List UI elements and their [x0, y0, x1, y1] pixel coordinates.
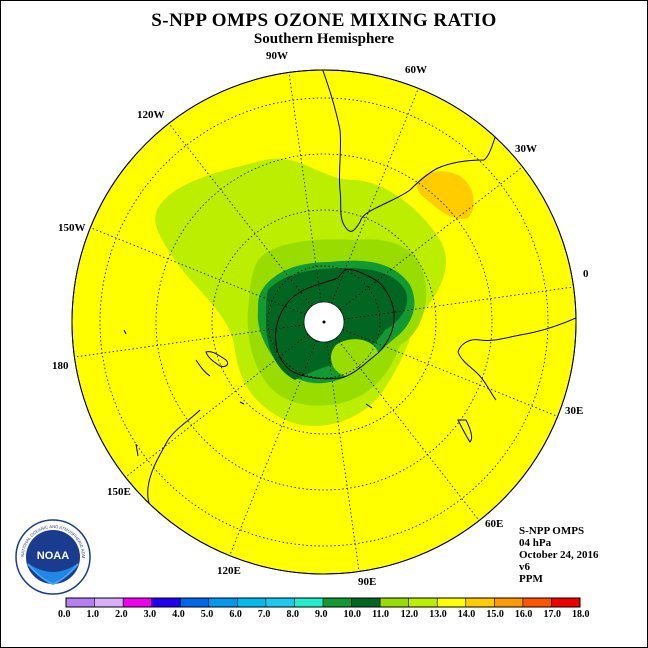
info-version: v6 [519, 561, 530, 573]
noaa-logo-text: NOAA [37, 550, 69, 562]
colorbar-swatch [180, 598, 209, 607]
lon-label-60E: 60E [485, 518, 504, 530]
lon-label-30W: 30W [515, 143, 537, 155]
meridian-line [326, 341, 360, 572]
lon-label-90E: 90E [358, 576, 377, 588]
info-level: 04 hPa [519, 537, 552, 549]
colorbar-tick-label: 10.0 [343, 609, 362, 620]
lon-label-120E: 120E [217, 565, 241, 577]
colorbar-tick-label: 9.0 [315, 609, 328, 620]
colorbar-swatch [437, 598, 466, 607]
colorbar-swatch [465, 598, 495, 607]
colorbar-swatch [151, 598, 181, 607]
meridian-line [342, 329, 558, 417]
meridian-line [90, 227, 306, 315]
colorbar-swatch [380, 598, 409, 607]
colorbar-tick-label: 1.0 [86, 609, 100, 620]
info-date: October 24, 2016 [519, 549, 599, 561]
latitude-circles [99, 97, 549, 547]
colorbar-swatch [551, 598, 580, 607]
noaa-logo: NOAA NATIONAL OCEANIC AND ATMOSPHERIC AD… [14, 518, 91, 595]
coastline-africa [457, 317, 576, 401]
colorbar-tick-label: 5.0 [200, 609, 214, 620]
lon-label-90W: 90W [266, 50, 288, 62]
lon-label-0: 0 [583, 268, 589, 280]
colorbar-tick-label: 17.0 [543, 609, 561, 620]
lon-label-150W: 150W [58, 222, 86, 234]
colorbar-swatch [123, 598, 152, 607]
meridian-line [343, 286, 574, 320]
colorbar-tick-label: 13.0 [429, 609, 447, 620]
lon-label-120W: 120W [137, 109, 165, 121]
colorbar-swatch [66, 598, 95, 607]
colorbar-tick-label: 0.0 [58, 609, 71, 620]
colorbar-tick-label: 6.0 [229, 609, 242, 620]
ozone-contour-11ppm-patch [330, 339, 379, 377]
colorbar-tick-label: 18.0 [572, 609, 590, 620]
lon-label-30E: 30E [565, 405, 584, 417]
meridian-line [331, 88, 419, 304]
meridian-lines [74, 72, 574, 572]
colorbar-tick-label: 11.0 [372, 609, 390, 620]
coastline-nz-north [195, 359, 211, 377]
colorbar-swatch [494, 598, 523, 607]
meridian-line [74, 324, 305, 358]
colorbar-tick-label: 3.0 [143, 609, 157, 620]
coastline-south-america [321, 70, 499, 232]
map-title: S-NPP OMPS OZONE MIXING RATIO [151, 10, 497, 31]
colorbar-tick-label: 14.0 [457, 609, 476, 620]
meridian-line [229, 340, 317, 556]
meridian-line [125, 333, 309, 478]
colorbar-swatch [237, 598, 266, 607]
colorbar-tick-label: 12.0 [400, 609, 419, 620]
colorbar-swatch [522, 598, 552, 607]
colorbar-tick-label: 16.0 [514, 609, 533, 620]
coastline-madagascar [457, 419, 473, 443]
colorbar-swatch [265, 598, 295, 607]
colorbar-swatch [208, 598, 238, 607]
colorbar-swatch [94, 598, 124, 607]
colorbar-swatch [294, 598, 323, 607]
colorbar-swatch [408, 598, 438, 607]
map-subtitle: Southern Hemisphere [253, 31, 395, 47]
meridian-line [288, 72, 322, 303]
ozone-contour-13ppm [417, 171, 474, 219]
colorbar-tick-label: 4.0 [172, 609, 185, 620]
map-boundary [71, 69, 577, 575]
colorbar-tick-label: 7.0 [257, 609, 271, 620]
coastline-islands [123, 329, 373, 457]
colorbar-tick-label: 15.0 [486, 609, 504, 620]
info-instrument: S-NPP OMPS [519, 525, 585, 537]
lon-label-60W: 60W [405, 64, 427, 76]
info-units: PPM [519, 573, 543, 585]
colorbar-swatch [323, 598, 352, 607]
colorbar-tick-label: 8.0 [286, 609, 299, 620]
colorbar-swatch [351, 598, 381, 607]
lon-label-150E: 150E [107, 486, 131, 498]
south-pole-marker [322, 320, 326, 324]
lon-label-180: 180 [52, 360, 69, 372]
meridian-line [335, 337, 480, 521]
colorbar-tick-label: 2.0 [115, 609, 128, 620]
coastline-new-zealand [205, 351, 229, 367]
coastline-antarctica [275, 269, 395, 380]
meridian-line [168, 123, 313, 307]
meridian-line [339, 166, 523, 311]
